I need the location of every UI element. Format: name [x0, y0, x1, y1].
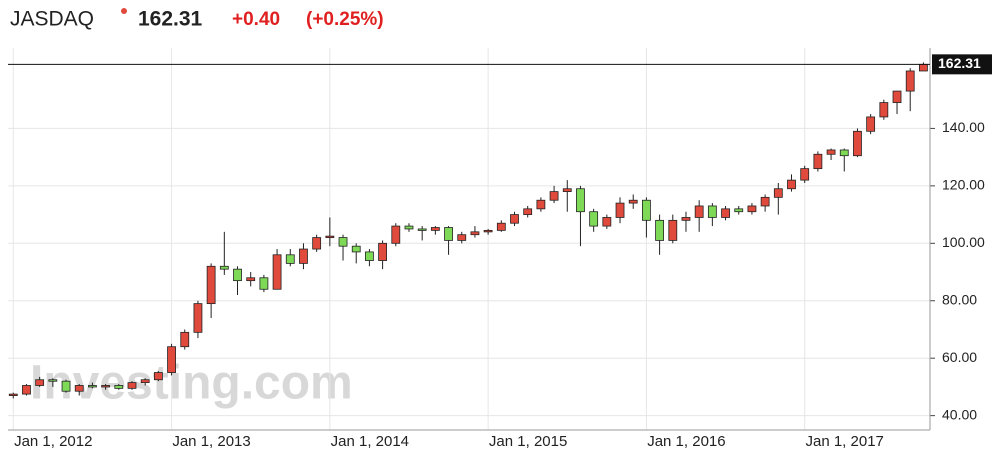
candle-body — [246, 277, 256, 282]
change: +0.40 — [232, 9, 280, 30]
y-tick-label: 140.00 — [942, 119, 985, 135]
candle-body — [61, 380, 71, 392]
candle-body — [905, 70, 915, 92]
candle-body — [325, 235, 335, 239]
candle-body — [219, 265, 229, 270]
candle-body — [839, 149, 849, 157]
x-tick-label: Jan 1, 2013 — [172, 433, 250, 450]
candle-body — [536, 199, 546, 210]
candle-body — [180, 331, 190, 348]
candle-body — [404, 225, 414, 230]
candle-body — [22, 385, 31, 395]
change-pct: (+0.25%) — [306, 9, 384, 30]
candle-body — [457, 234, 467, 241]
x-tick-label: Jan 1, 2014 — [331, 433, 409, 450]
candle-body — [8, 393, 18, 396]
candle-body — [378, 242, 388, 261]
candle-body — [721, 208, 730, 218]
candle-body — [681, 217, 691, 221]
candle-body — [391, 225, 401, 244]
candle-body — [417, 228, 427, 231]
candle-body — [153, 372, 163, 381]
candle-body — [655, 219, 664, 241]
candle-body — [101, 385, 111, 388]
x-tick-label: Jan 1, 2015 — [489, 433, 567, 450]
y-tick-label: 60.00 — [942, 349, 977, 365]
candle-body — [866, 116, 876, 132]
candle-body — [259, 277, 269, 290]
candle-body — [140, 379, 150, 384]
candle-body — [127, 382, 137, 389]
candle-body — [602, 217, 612, 227]
candle-body — [351, 245, 361, 253]
y-tick-label: 80.00 — [942, 291, 977, 307]
candle-body — [853, 130, 862, 157]
candle-body — [35, 379, 45, 386]
candle-body — [88, 385, 97, 388]
y-tick-label: 100.00 — [942, 234, 985, 250]
price: 162.31 — [138, 8, 203, 31]
candle-body — [285, 254, 295, 264]
candle-body — [338, 237, 348, 247]
x-tick-label: Jan 1, 2017 — [805, 433, 883, 450]
watermark: Investing.com — [30, 357, 353, 410]
candle-body — [483, 229, 493, 233]
candle-body — [114, 385, 124, 389]
candle-body — [642, 199, 651, 221]
candle-body — [74, 385, 84, 392]
candle-body — [430, 227, 440, 231]
candle-body — [299, 248, 308, 264]
candle-body — [747, 205, 757, 213]
candle-body — [549, 191, 559, 201]
candle-body — [892, 90, 902, 103]
candle-body — [272, 254, 282, 290]
candle-body — [919, 63, 928, 72]
candle-body — [312, 237, 322, 250]
candle-body — [760, 196, 770, 207]
candle-body — [813, 153, 823, 170]
candle-body — [576, 188, 585, 213]
candle-body — [562, 188, 572, 193]
y-tick-label: 120.00 — [942, 177, 985, 193]
candle-body — [734, 208, 744, 213]
y-tick-label: 40.00 — [942, 406, 977, 422]
candle-body — [510, 214, 519, 224]
x-tick-label: Jan 1, 2016 — [647, 433, 725, 450]
candle-body — [694, 205, 704, 218]
candle-body — [615, 202, 625, 218]
candle-body — [167, 346, 176, 373]
x-tick-label: Jan 1, 2012 — [14, 433, 92, 450]
candle-body — [787, 179, 796, 190]
candle-body — [444, 227, 453, 241]
candle-body — [589, 211, 599, 227]
candle-body — [773, 188, 783, 198]
candle-body — [668, 219, 678, 241]
candle-body — [879, 102, 889, 118]
symbol: JASDAQ — [10, 8, 94, 31]
candle-body — [470, 231, 480, 236]
candle-body — [206, 265, 216, 305]
candle-body — [628, 199, 638, 204]
last-price-label: 162.31 — [938, 55, 981, 71]
candle-body — [193, 303, 203, 333]
candle-body — [523, 208, 533, 215]
candle-body — [707, 205, 717, 218]
status-dot — [121, 8, 127, 14]
last-price-tag — [932, 54, 992, 75]
candle-body — [800, 168, 810, 181]
candle-body — [233, 268, 242, 282]
candle-body — [496, 222, 506, 231]
candle-body — [48, 379, 58, 382]
candle-body — [365, 251, 374, 261]
candle-body — [826, 149, 836, 155]
